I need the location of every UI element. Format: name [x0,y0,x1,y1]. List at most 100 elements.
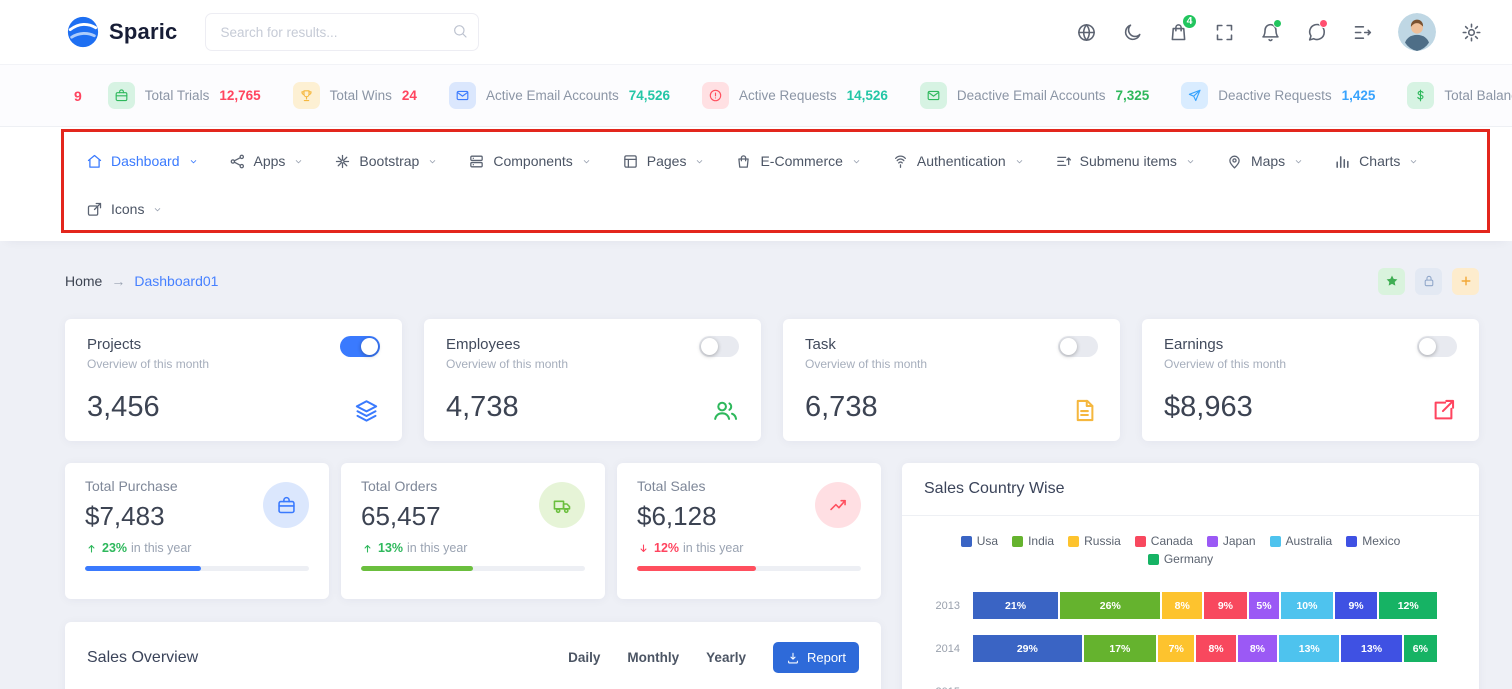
lock-action-button[interactable] [1415,267,1442,295]
nav-label: Bootstrap [359,153,420,169]
logout-icon [1354,25,1372,39]
shopping-bag-button[interactable]: 4 [1168,12,1198,43]
kpi-value: $6,128 [637,501,717,531]
chat-button[interactable] [1306,18,1328,43]
ticker-item-total-balance[interactable]: Total Balance$1,52,685 [1407,82,1512,109]
arrow-up-icon [364,544,371,553]
nav-item-icons[interactable]: Icons [86,201,163,218]
ticker-item-total-wins[interactable]: Total Wins 24 [292,82,417,109]
card-toggle[interactable] [699,336,739,357]
nav-item-pages[interactable]: Pages [622,153,706,170]
kpi-card-total-sales: Total Sales $6,128 12% in this year [617,463,881,599]
bar-segment-japan[interactable]: 5% [1248,592,1280,619]
plus-action-button[interactable] [1452,267,1479,295]
filter-yearly[interactable]: Yearly [706,650,746,665]
chevron-down-icon [296,159,302,163]
legend-item-mexico[interactable]: Mexico [1346,534,1400,548]
star-icon [1386,275,1397,286]
nav-item-components[interactable]: Components [468,153,591,170]
nav-item-e-commerce[interactable]: E-Commerce [735,153,861,170]
breadcrumb-home[interactable]: Home [65,273,103,289]
bar-segment-canada[interactable]: 9% [1204,592,1247,619]
topbar-actions: 4 [1076,12,1482,51]
nav-item-submenu-items[interactable]: Submenu items [1055,153,1196,170]
legend-item-germany[interactable]: Germany [1147,552,1213,566]
overview-card-employees: Employees Overview of this month 4,738 [424,319,761,441]
bar-segment-usa[interactable]: 21% [973,592,1059,619]
filter-monthly[interactable]: Monthly [627,650,680,665]
brand[interactable]: Sparic [66,15,177,49]
users-icon [714,401,738,420]
bar-segment-germany[interactable]: 12% [1379,592,1438,619]
ticker-label: Deactive Email Accounts [956,88,1106,103]
bar-segment-canada[interactable]: 8% [1196,635,1236,662]
overview-card-earnings: Earnings Overview of this month $8,963 [1142,319,1479,441]
card-toggle[interactable] [1058,336,1098,357]
card-toggle[interactable] [340,336,380,357]
bar-segment-india[interactable]: 26% [1060,592,1161,619]
bell-button[interactable] [1260,18,1282,43]
chart-legend: Usa India Russia Canada Japan Australia Mexico… [924,534,1437,566]
nav-item-authentication[interactable]: Authentication [892,153,1025,170]
legend-item-india[interactable]: India [1012,534,1054,548]
gear-button[interactable] [1461,22,1482,43]
bar-segment-russia[interactable]: 8% [1162,592,1203,619]
nav-item-maps[interactable]: Maps [1226,153,1304,170]
kpi-progress-bar [637,566,861,571]
pin-icon [1229,155,1240,169]
top-header: Sparic 4 [0,0,1512,64]
moon-button[interactable] [1122,22,1143,43]
card-toggle[interactable] [1417,336,1457,357]
bar-segment-australia[interactable]: 13% [1279,635,1340,662]
bar-segment-usa[interactable]: 29% [973,635,1082,662]
nav-label: Apps [253,153,286,169]
logout-button[interactable] [1352,22,1373,43]
truck-icon [553,500,570,513]
legend-item-usa[interactable]: Usa [960,534,998,548]
kpi-value: $7,483 [85,501,165,531]
ticker-item-deactive-requests[interactable]: Deactive Requests 1,425 [1181,82,1375,109]
legend-item-russia[interactable]: Russia [1068,534,1121,548]
card-icon-wrap [712,397,739,424]
home-icon [87,154,102,168]
ticker-item-active-email-accounts[interactable]: Active Email Accounts 74,526 [448,82,670,109]
bar-segment-australia[interactable]: 10% [1281,592,1333,619]
bar-segment-mexico[interactable]: 9% [1334,592,1378,619]
ticker-value: 1,425 [1341,88,1376,103]
file-text-icon [1076,399,1094,422]
bar-segment-germany[interactable]: 6% [1403,635,1437,662]
star-action-button[interactable] [1378,267,1405,295]
filter-daily[interactable]: Daily [568,650,601,665]
nav-item-apps[interactable]: Apps [229,153,305,170]
ticker-item-total-trials[interactable]: Total Trials 12,765 [107,82,261,109]
bar-segment-mexico[interactable]: 13% [1341,635,1402,662]
breadcrumb-current[interactable]: Dashboard01 [134,273,219,289]
briefcase-icon [115,89,128,102]
legend-item-australia[interactable]: Australia [1269,534,1332,548]
kpi-progress-bar [361,566,585,571]
left-column: Total Purchase $7,483 23% in this year Total… [65,463,881,689]
bar-segment-india[interactable]: 17% [1083,635,1157,662]
report-button[interactable]: Report [772,642,859,673]
breadcrumb-row: Home → Dashboard01 [65,267,1479,295]
legend-item-japan[interactable]: Japan [1206,534,1256,548]
legend-item-canada[interactable]: Canada [1134,534,1193,548]
nav-item-bootstrap[interactable]: Bootstrap [334,153,438,170]
chart-ylabel: 2013 [935,599,960,612]
globe-button[interactable] [1076,22,1097,43]
ticker-item-deactive-email-accounts[interactable]: Deactive Email Accounts 7,325 [919,82,1150,109]
ticker-value: 7,325 [1115,88,1150,103]
nav-item-dashboard[interactable]: Dashboard [86,153,199,170]
card-title: Projects [87,336,142,353]
bar-segment-russia[interactable]: 7% [1158,635,1195,662]
download-icon-wrap [786,651,800,665]
nav-item-charts[interactable]: Charts [1334,153,1419,170]
brand-name: Sparic [109,19,178,44]
kpi-trend: 12% in this year [637,541,861,555]
bar-segment-japan[interactable]: 8% [1237,635,1278,662]
expand-button[interactable] [1214,22,1235,43]
trophy-badge [292,82,320,109]
ticker-item-active-requests[interactable]: Active Requests 14,526 [702,82,888,109]
search-input[interactable] [205,13,480,51]
user-avatar[interactable] [1398,13,1436,51]
